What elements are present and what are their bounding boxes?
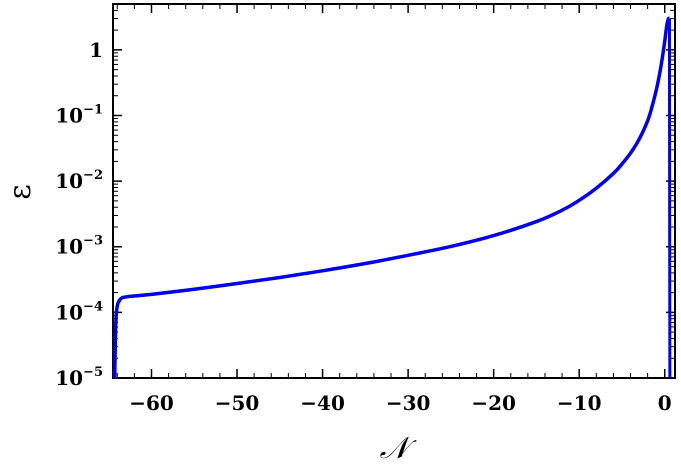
y-tick-exponent: −4 [83,299,103,314]
x-tick-label: −60 [129,391,174,415]
x-tick-label: −40 [300,391,345,415]
y-tick-label: 10−1 [55,102,103,127]
y-tick-exponent: −5 [83,365,103,380]
x-tick-labels: −60 −50 −40 −30 −20 −10 0 [129,391,671,415]
y-axis-title: ε [3,184,38,200]
y-tick-label: 10−3 [55,234,103,259]
series-line [112,16,671,379]
x-tick-label: −20 [471,391,516,415]
y-tick-labels: 1 10−1 10−2 10−3 10−4 10−5 [55,38,103,390]
x-tick-label: 0 [658,391,672,415]
y-tick-exponent: −2 [83,168,103,183]
x-tick-label: −50 [215,391,260,415]
y-tick-label: 1 [89,38,103,62]
y-tick-label: 10−2 [55,168,103,193]
x-axis-title: 𝒩 [380,431,418,466]
x-tick-label: −30 [386,391,431,415]
y-tick-exponent: −1 [83,102,103,117]
y-tick-exponent: −3 [83,234,103,249]
y-tick-label: 10−5 [55,365,103,390]
y-tick-label: 10−4 [55,299,103,324]
x-tick-label: −10 [557,391,602,415]
